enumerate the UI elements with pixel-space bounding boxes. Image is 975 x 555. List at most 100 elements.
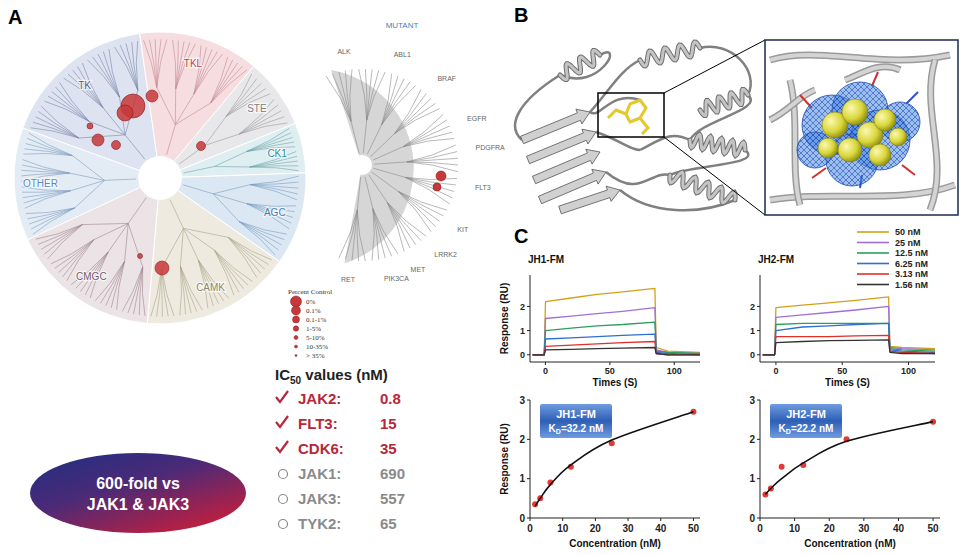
x-tick xyxy=(863,518,864,521)
x-tick-label: 50 xyxy=(928,523,940,534)
legend-swatch xyxy=(857,242,889,244)
data-point xyxy=(779,464,785,470)
x-tick-label: 0 xyxy=(773,366,778,376)
y-tick-label: 3 xyxy=(519,395,525,406)
helix xyxy=(670,172,735,203)
zoom-ribbon xyxy=(930,60,937,210)
y-axis xyxy=(760,275,761,362)
legend-label: 1-5% xyxy=(306,325,321,333)
text-part: : xyxy=(336,465,341,482)
group-label: OTHER xyxy=(23,178,58,189)
y-tick-label: 1 xyxy=(520,326,525,336)
legend-label: 25 nM xyxy=(895,238,921,248)
x-tick-label: 0 xyxy=(757,523,763,534)
text-part: : xyxy=(339,440,344,457)
group-label: CAMK xyxy=(196,282,225,293)
x-tick xyxy=(933,518,934,521)
zoom-ribbon xyxy=(845,67,900,80)
legend-circle xyxy=(294,336,298,340)
x-tick-label: 30 xyxy=(623,523,635,534)
y-tick xyxy=(757,306,760,307)
ligand-sphere xyxy=(818,138,838,158)
tree-branches xyxy=(21,133,136,234)
tree-branches xyxy=(36,198,147,316)
protein-structure xyxy=(515,40,958,215)
legend-circle xyxy=(295,355,297,357)
series-line xyxy=(533,308,700,355)
chart-title: JH1-FM xyxy=(556,408,596,420)
mutant-label: BRAF xyxy=(437,75,456,82)
text-part: JAK1 xyxy=(298,465,336,482)
series-line xyxy=(763,340,935,355)
y-tick xyxy=(757,354,760,355)
ic50-value: 65 xyxy=(380,515,397,532)
ligand-sphere xyxy=(869,144,891,166)
series-line xyxy=(763,323,935,355)
ic50-title: IC50 values (nM) xyxy=(275,366,388,386)
kd-annotation: KD=22.2 nM xyxy=(779,423,834,435)
y-tick-label: 2 xyxy=(520,302,525,312)
mutant-label: KIT xyxy=(457,226,469,233)
kinase-name: JAK3: xyxy=(298,490,341,507)
x-tick-label: 100 xyxy=(901,366,916,376)
check-mark xyxy=(276,391,288,402)
text-part: JAK2 xyxy=(298,390,336,407)
legend-swatch xyxy=(857,273,889,275)
helix xyxy=(670,172,735,203)
hit-circle xyxy=(112,141,121,150)
chart-title: JH2-FM xyxy=(758,254,794,265)
hit-circle xyxy=(197,142,206,151)
y-tick xyxy=(527,306,530,307)
plot: 010203040500123JH1-FMKD=32.2 nMConcentra… xyxy=(499,395,700,550)
panel-letter: C xyxy=(514,225,528,247)
mutant-title: MUTANT xyxy=(386,21,419,30)
group-label: CK1 xyxy=(267,148,287,159)
text-part: =32.2 nM xyxy=(561,423,604,434)
data-layer xyxy=(762,419,936,498)
y-tick-label: 0 xyxy=(520,350,525,360)
helix xyxy=(700,89,748,115)
ic50-value: 15 xyxy=(380,415,397,432)
y-axis xyxy=(760,400,761,518)
tree-branches xyxy=(31,41,145,159)
x-tick-label: 100 xyxy=(667,366,682,376)
mutant-label: PDGFRA xyxy=(476,144,506,151)
chart-title: JH2-FM xyxy=(786,408,826,420)
legend-label: 0.1-1% xyxy=(306,316,327,324)
text-part: : xyxy=(336,390,341,407)
chart-title: JH1-FM xyxy=(528,254,564,265)
y-tick xyxy=(757,400,760,401)
y-axis-title: Response (RU) xyxy=(499,423,510,495)
text-part: JAK3 xyxy=(298,490,336,507)
hit-circle xyxy=(436,171,446,181)
side-chain xyxy=(902,165,915,175)
helix xyxy=(700,89,748,115)
legend-label: > 35% xyxy=(306,352,325,360)
series-line xyxy=(763,335,935,354)
x-tick xyxy=(775,362,776,365)
kinome-sector xyxy=(147,178,279,324)
y-tick-label: 1 xyxy=(750,326,755,336)
hit-circle xyxy=(138,254,143,259)
zoom-ribbon xyxy=(770,55,950,60)
ligand xyxy=(640,118,648,134)
mutant-branches xyxy=(326,69,458,261)
hit-circle xyxy=(117,105,133,121)
mutant-label: ABL1 xyxy=(394,51,411,58)
annotation-box xyxy=(540,404,612,438)
kinase-name: JAK1: xyxy=(298,465,341,482)
x-axis-title: Concentration (nM) xyxy=(569,538,661,549)
focus-box xyxy=(598,93,664,137)
mutant-label: RET xyxy=(341,276,356,283)
figure: ATKTKLSTECK1AGCCAMKCMGCOTHERMUTANTALKABL… xyxy=(0,0,975,555)
mutant-label: FLT3 xyxy=(475,184,491,191)
ligand-sphere xyxy=(842,99,868,125)
mutant-sector xyxy=(331,70,414,264)
y-axis xyxy=(530,400,531,518)
strand xyxy=(559,186,620,214)
y-tick-label: 1 xyxy=(749,473,755,484)
x-tick xyxy=(898,518,899,521)
x-tick-label: 50 xyxy=(605,366,615,376)
kinase-name: JAK2: xyxy=(298,390,341,407)
x-tick xyxy=(609,362,610,365)
